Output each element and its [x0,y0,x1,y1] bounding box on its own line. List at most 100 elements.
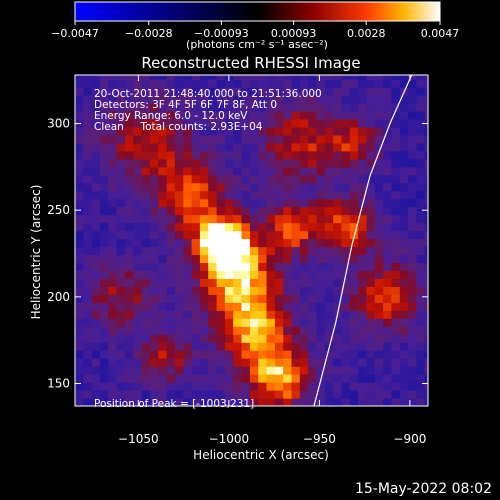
heatmap-cell [158,302,168,311]
heatmap-cell [249,398,259,406]
heatmap-cell [83,374,93,383]
heatmap-cell [224,374,234,383]
heatmap-cell [224,119,234,128]
heatmap-cell [391,182,401,192]
heatmap-cell [216,119,226,128]
heatmap-cell [274,246,284,256]
heatmap-cell [91,326,101,335]
heatmap-cell [133,79,143,88]
heatmap-cell [166,158,176,168]
heatmap-cell [233,214,242,224]
heatmap-cell [191,214,201,224]
heatmap-cell [266,87,276,96]
heatmap-cell [75,103,84,112]
heatmap-cell [174,310,184,319]
heatmap-cell [391,142,401,152]
heatmap-cell [349,127,359,136]
heatmap-cell [241,310,251,319]
heatmap-cell [116,190,126,200]
heatmap-cell [299,198,309,208]
heatmap-cell [299,254,309,263]
heatmap-cell [374,398,384,406]
heatmap-cell [299,182,309,192]
heatmap-cell [108,87,118,96]
heatmap-cell [291,246,301,256]
heatmap-cell [374,294,384,303]
colorbar-tick-label: −0.0047 [51,27,99,40]
heatmap-cell [125,294,134,303]
heatmap-cell [100,382,109,391]
heatmap-cell [100,398,109,406]
heatmap-cell [349,103,359,112]
heatmap-cell [75,214,84,224]
heatmap-cell [241,358,251,367]
heatmap-cell [424,87,428,96]
heatmap-cell [149,294,159,303]
heatmap-cell [183,75,193,80]
heatmap-cell [341,390,351,399]
heatmap-cell [224,382,234,391]
heatmap-cell [308,119,317,128]
heatmap-cell [91,334,101,343]
heatmap-cell [299,342,309,351]
heatmap-cell [149,150,159,160]
heatmap-cell [116,398,126,406]
heatmap-cell [125,254,134,263]
heatmap-cell [75,166,84,176]
heatmap-cell [341,158,351,168]
heatmap-cell [291,182,301,192]
heatmap-cell [333,286,342,295]
heatmap-cell [191,111,201,120]
heatmap-cell [374,238,384,248]
heatmap-cell [341,398,351,406]
heatmap-cell [316,150,326,160]
heatmap-cell [333,158,342,168]
heatmap-cell [83,95,93,104]
heatmap-cell [249,382,259,391]
heatmap-cell [125,190,134,200]
heatmap-cell [125,278,134,287]
heatmap-cell [83,398,93,406]
heatmap-cell [108,238,118,248]
heatmap-cell [399,334,409,343]
heatmap-cell [341,334,351,343]
heatmap-cell [358,222,367,232]
heatmap-cell [108,150,118,160]
heatmap-cell [358,174,367,184]
heatmap-cell [125,206,134,216]
heatmap-cell [399,111,409,120]
heatmap-cell [424,270,428,279]
heatmap-cell [91,158,101,168]
heatmap-cell [199,150,209,160]
heatmap-cell [249,230,259,240]
heatmap-cell [358,262,367,271]
heatmap-cell [416,198,426,208]
heatmap-cell [399,127,409,136]
heatmap-cell [383,374,392,383]
heatmap-cell [383,350,392,359]
heatmap-cell [125,398,134,406]
heatmap-cell [158,111,168,120]
heatmap-cell [299,79,309,88]
heatmap-cell [249,310,259,319]
heatmap-cell [216,398,226,406]
heatmap-cell [216,127,226,136]
heatmap-cell [416,166,426,176]
heatmap-cell [274,222,284,232]
heatmap-cell [258,174,267,184]
heatmap-cell [174,127,184,136]
heatmap-cell [199,79,209,88]
heatmap-cell [224,230,234,240]
heatmap-cell [108,342,118,351]
heatmap-cell [391,103,401,112]
heatmap-cell [241,166,251,176]
heatmap-cell [216,142,226,152]
heatmap-cell [366,87,376,96]
heatmap-cell [125,158,134,168]
heatmap-cell [141,214,151,224]
heatmap-cell [266,318,276,327]
heatmap-cell [191,135,201,144]
heatmap-cell [208,238,217,248]
heatmap-cell [341,150,351,160]
heatmap-cell [158,95,168,104]
